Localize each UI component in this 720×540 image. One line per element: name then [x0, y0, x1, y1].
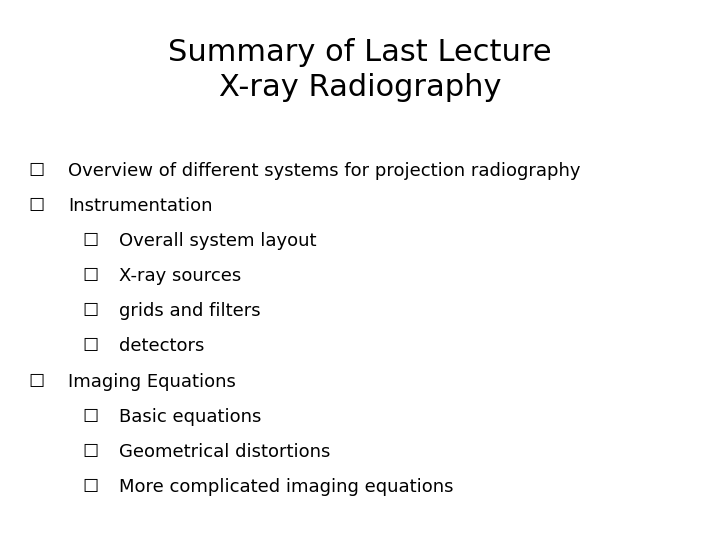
Text: Overview of different systems for projection radiography: Overview of different systems for projec…: [68, 162, 581, 180]
Text: Overall system layout: Overall system layout: [119, 232, 316, 250]
Text: ☐: ☐: [83, 338, 99, 355]
Text: grids and filters: grids and filters: [119, 302, 261, 320]
Text: Geometrical distortions: Geometrical distortions: [119, 443, 330, 461]
Text: ☐: ☐: [29, 373, 45, 390]
Text: Instrumentation: Instrumentation: [68, 197, 213, 215]
Text: Summary of Last Lecture
X-ray Radiography: Summary of Last Lecture X-ray Radiograph…: [168, 38, 552, 102]
Text: ☐: ☐: [29, 197, 45, 215]
Text: ☐: ☐: [29, 162, 45, 180]
Text: Imaging Equations: Imaging Equations: [68, 373, 236, 390]
Text: ☐: ☐: [83, 302, 99, 320]
Text: X-ray sources: X-ray sources: [119, 267, 241, 285]
Text: Basic equations: Basic equations: [119, 408, 261, 426]
Text: ☐: ☐: [83, 478, 99, 496]
Text: ☐: ☐: [83, 267, 99, 285]
Text: ☐: ☐: [83, 408, 99, 426]
Text: ☐: ☐: [83, 232, 99, 250]
Text: More complicated imaging equations: More complicated imaging equations: [119, 478, 454, 496]
Text: detectors: detectors: [119, 338, 204, 355]
Text: ☐: ☐: [83, 443, 99, 461]
